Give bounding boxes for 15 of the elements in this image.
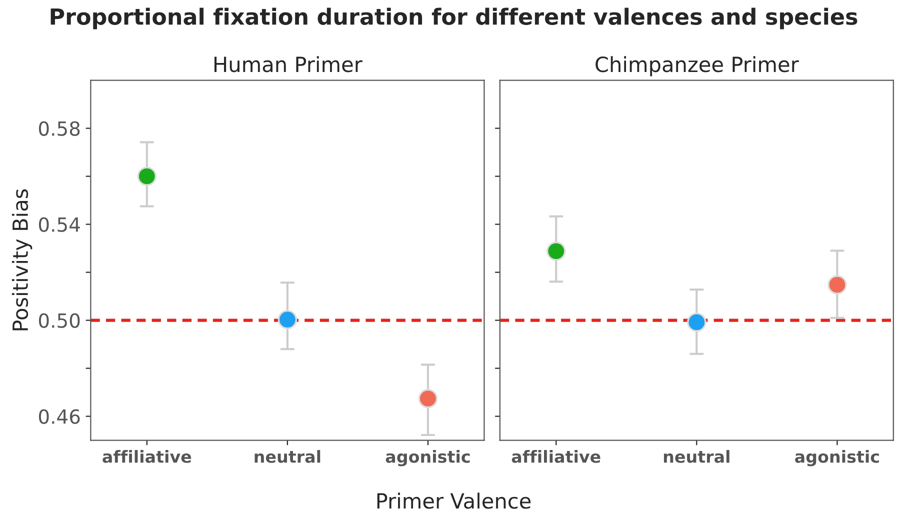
text: Proportional fixation duration for different valences and species <box>50 8 858 30</box>
x-tick-label: neutral <box>254 450 320 463</box>
y-tick-label: 0.54 <box>38 217 80 232</box>
chart-title: Human Primer <box>214 56 362 72</box>
y-tick-label: 0.50 <box>38 313 80 328</box>
y-axis-title: Positivity Bias <box>12 189 32 330</box>
y-tick-label: 0.58 <box>38 121 80 136</box>
chart-title: Chimpanzee Primer <box>596 56 799 76</box>
x-tick-label: affiliative <box>512 450 600 463</box>
x-tick-label: neutral <box>664 450 730 463</box>
y-tick-label: 0.46 <box>38 409 80 424</box>
x-tick-label: agonistic <box>386 450 470 466</box>
x-tick-label: affiliative <box>102 450 192 463</box>
x-axis-title: Primer Valence <box>377 492 531 509</box>
x-tick-label: agonistic <box>795 450 879 466</box>
